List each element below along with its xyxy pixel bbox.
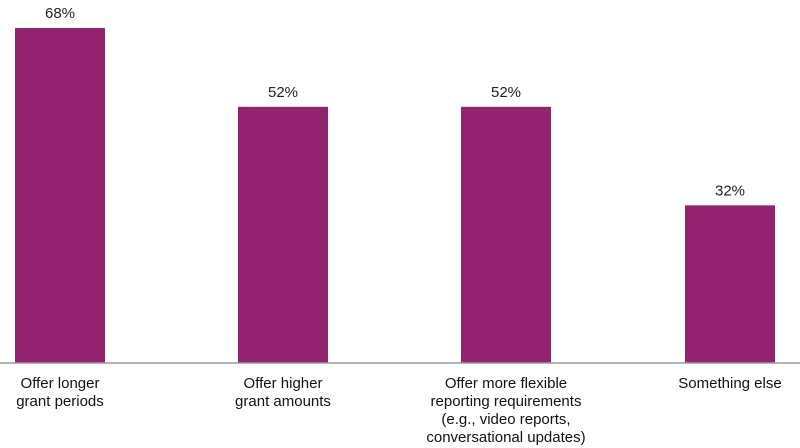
value-label-2: 52% — [268, 84, 298, 101]
value-label-3: 52% — [491, 84, 521, 101]
value-label-4: 32% — [715, 182, 745, 199]
value-labels-group: 68% 52% 52% 32% — [45, 5, 745, 199]
bar-1 — [15, 28, 105, 363]
category-label-3-line-1: Offer more flexible — [445, 375, 567, 392]
category-label-3-line-4: conversational updates) — [426, 429, 585, 446]
category-label-2-line-1: Offer higher — [244, 375, 323, 392]
bar-3 — [461, 106, 551, 363]
category-label-1-line-2: grant periods — [16, 393, 104, 410]
bar-4 — [685, 205, 775, 363]
bar-2 — [238, 106, 328, 363]
category-label-1-line-1: Offer longer — [21, 375, 100, 392]
category-label-2-line-2: grant amounts — [235, 393, 331, 410]
value-label-1: 68% — [45, 5, 75, 22]
category-label-4-line-1: Something else — [678, 375, 781, 392]
bars-group — [15, 28, 775, 363]
category-label-3-line-3: (e.g., video reports, — [441, 411, 570, 428]
category-label-3-line-2: reporting requirements — [431, 393, 582, 410]
